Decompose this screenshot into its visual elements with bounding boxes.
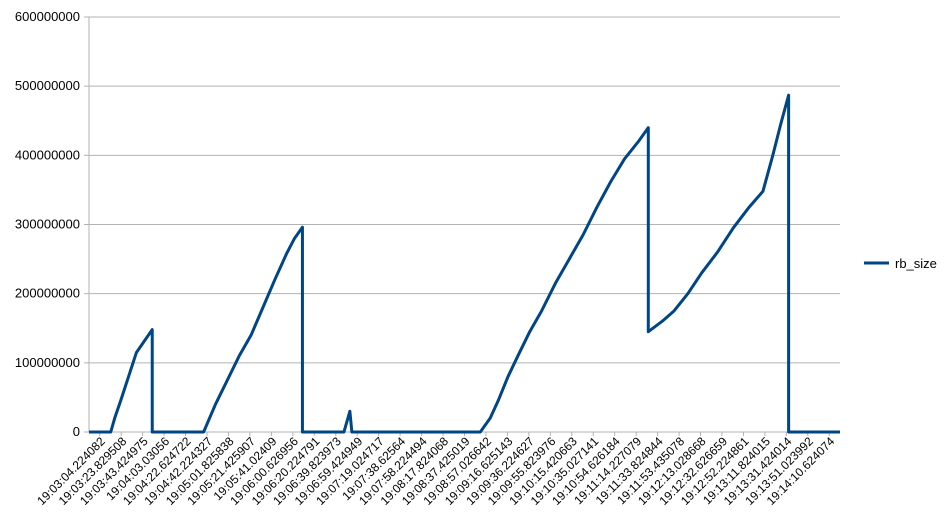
gridlines — [89, 16, 840, 433]
y-tick-label: 300000000 — [15, 217, 80, 232]
y-tick-label: 200000000 — [15, 286, 80, 301]
series-line-rb_size — [89, 93, 840, 434]
y-tick-label: 600000000 — [15, 9, 80, 24]
y-tick-label: 0 — [73, 424, 80, 439]
series-lines — [89, 93, 840, 434]
y-tick-label: 500000000 — [15, 78, 80, 93]
y-tick-label: 400000000 — [15, 147, 80, 162]
y-tick-labels: 0 100000000 200000000 300000000 400000000 500… — [15, 9, 80, 439]
legend-label: rb_size — [895, 256, 937, 271]
x-tick-labels: 19:03:04.22408219:03:23.82950819:03:43.4… — [34, 434, 837, 508]
y-tick-label: 100000000 — [15, 355, 80, 370]
axes — [84, 16, 840, 436]
legend: rb_size — [864, 256, 937, 271]
